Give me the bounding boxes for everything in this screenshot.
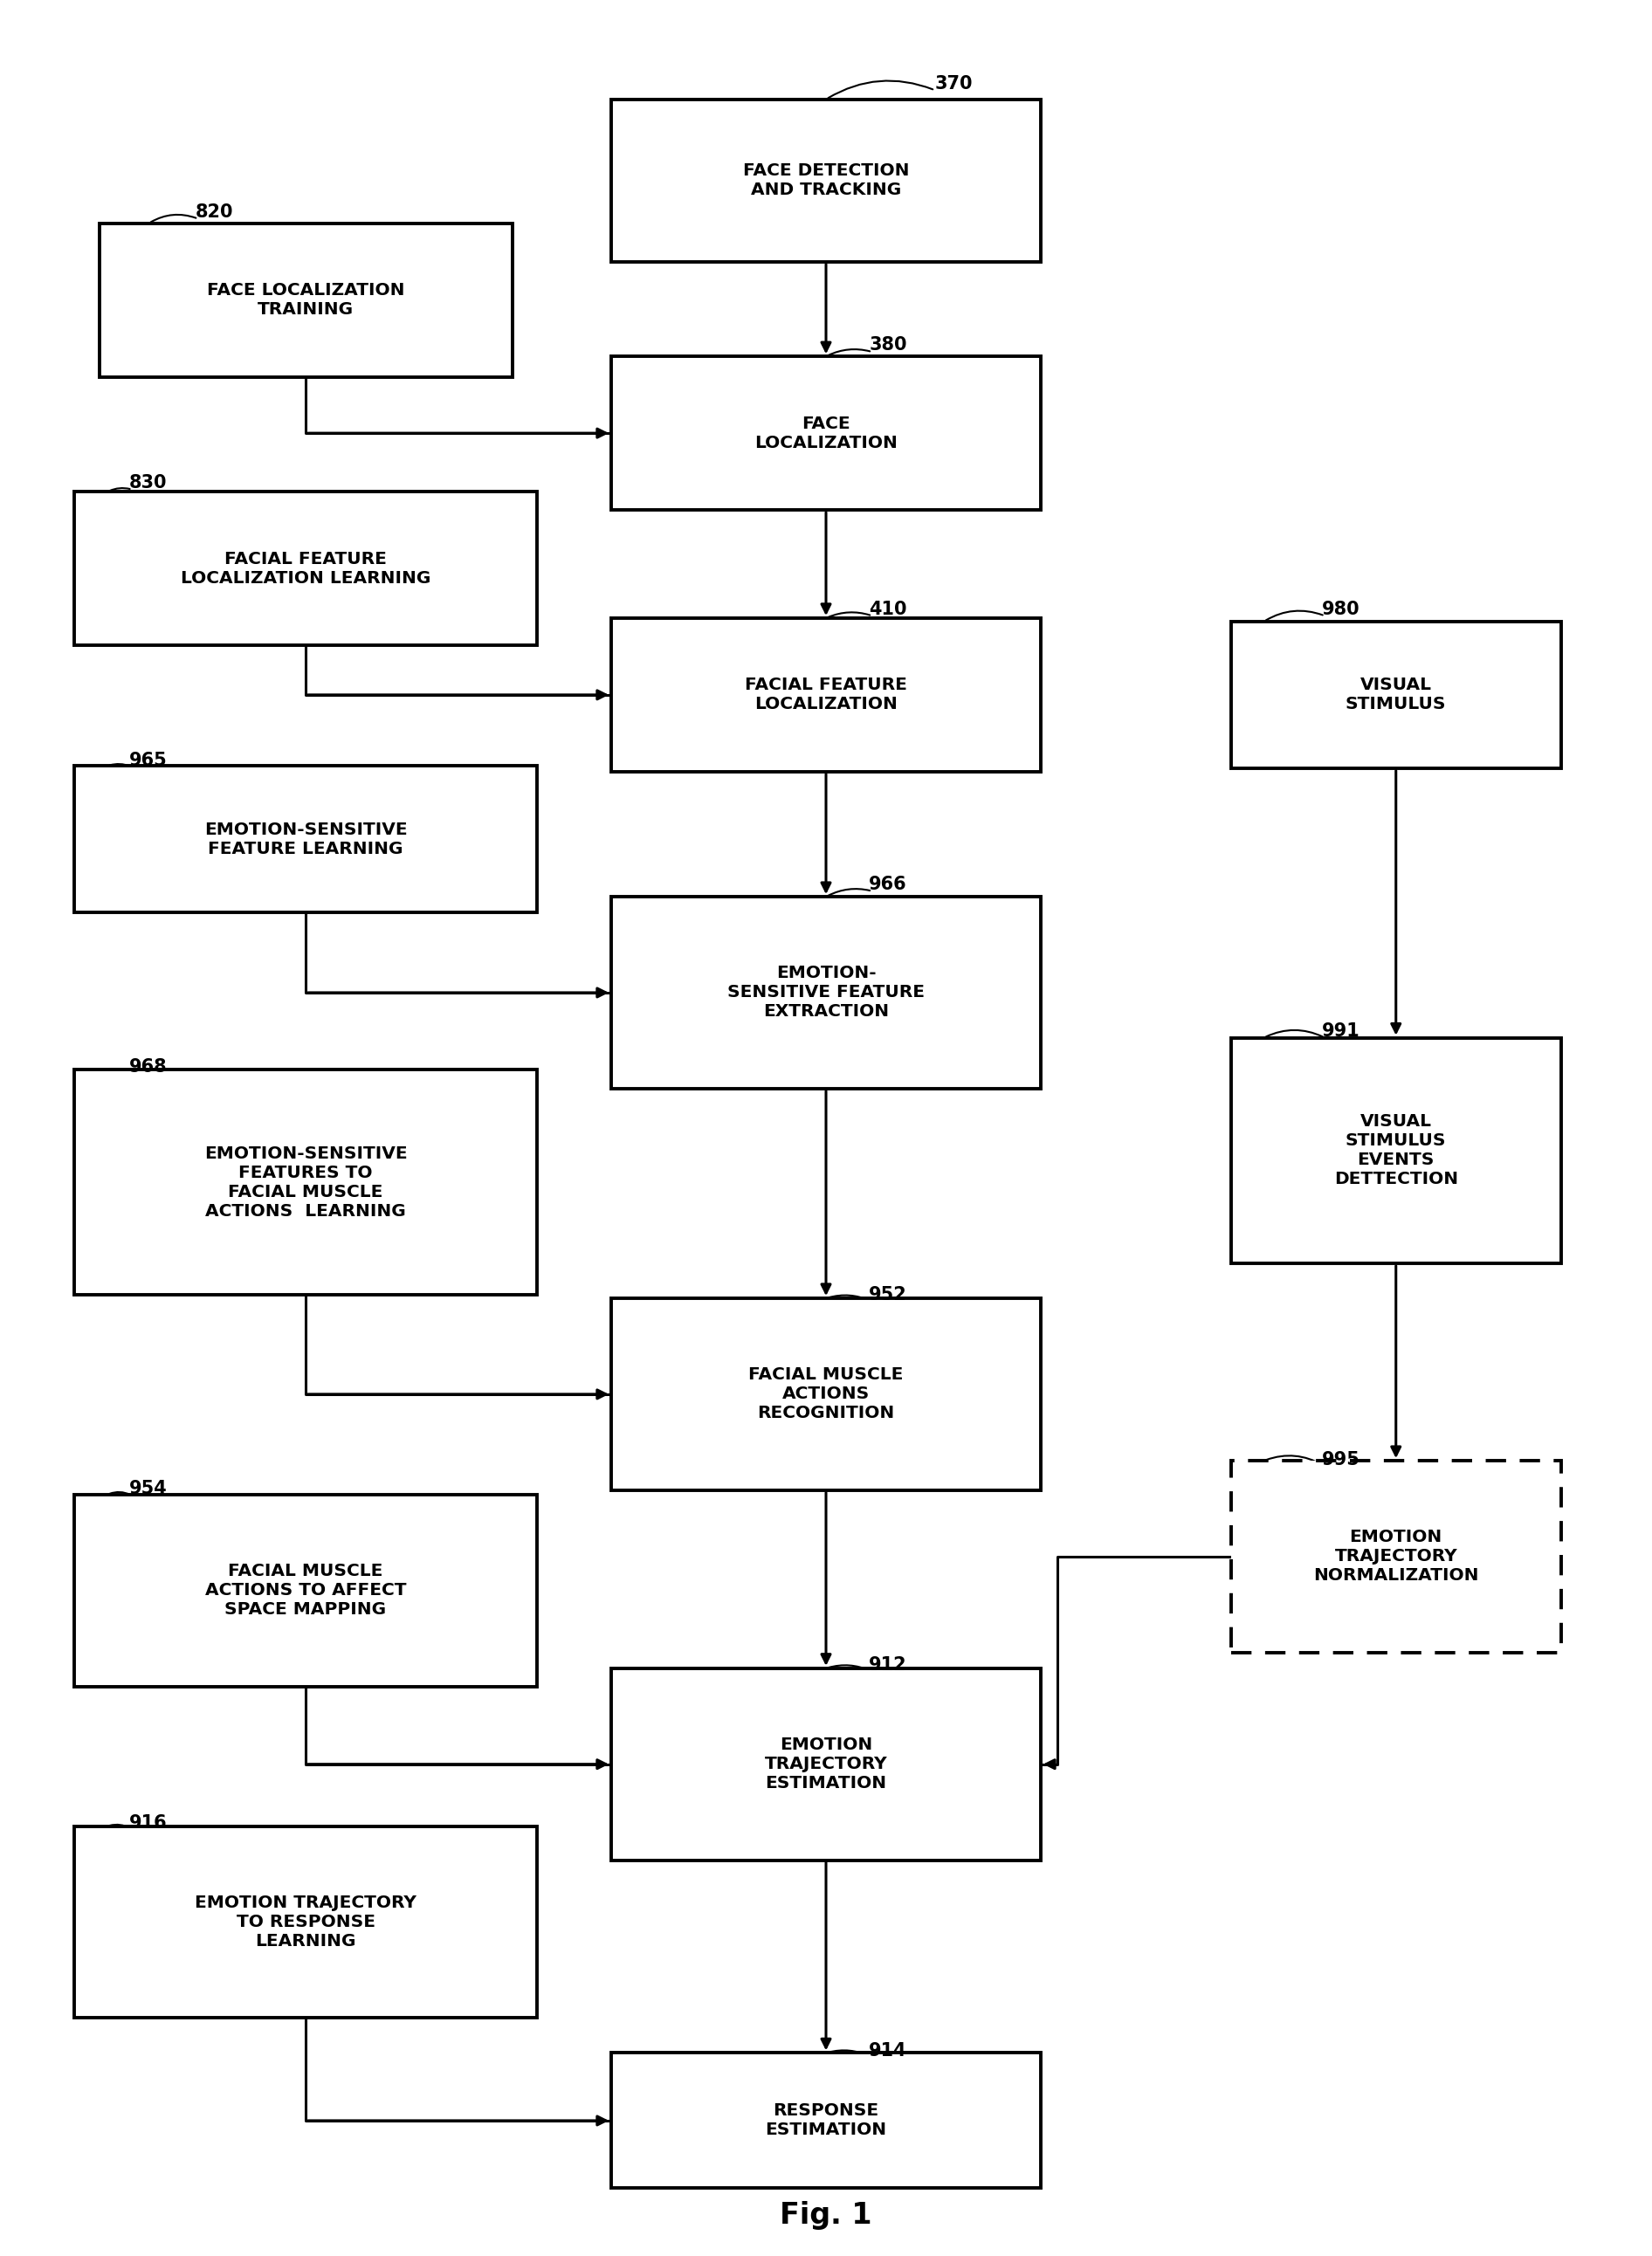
Text: EMOTION-
SENSITIVE FEATURE
EXTRACTION: EMOTION- SENSITIVE FEATURE EXTRACTION [727, 966, 925, 1020]
Text: RESPONSE
ESTIMATION: RESPONSE ESTIMATION [765, 2103, 887, 2139]
Text: 830: 830 [129, 474, 167, 492]
Text: 380: 380 [869, 336, 907, 354]
Text: 991: 991 [1322, 1022, 1360, 1040]
FancyBboxPatch shape [74, 765, 537, 911]
Text: FACIAL FEATURE
LOCALIZATION LEARNING: FACIAL FEATURE LOCALIZATION LEARNING [180, 550, 431, 587]
FancyBboxPatch shape [611, 618, 1041, 772]
Text: 410: 410 [869, 600, 907, 618]
FancyBboxPatch shape [74, 1827, 537, 2017]
Text: 966: 966 [869, 875, 907, 893]
Text: FACE LOCALIZATION
TRAINING: FACE LOCALIZATION TRAINING [206, 282, 405, 318]
Text: EMOTION
TRAJECTORY
ESTIMATION: EMOTION TRAJECTORY ESTIMATION [765, 1737, 887, 1791]
Text: 954: 954 [129, 1480, 167, 1498]
FancyBboxPatch shape [74, 492, 537, 645]
Text: 968: 968 [129, 1058, 167, 1076]
FancyBboxPatch shape [611, 99, 1041, 262]
FancyBboxPatch shape [611, 1667, 1041, 1859]
Text: EMOTION TRAJECTORY
TO RESPONSE
LEARNING: EMOTION TRAJECTORY TO RESPONSE LEARNING [195, 1895, 416, 1949]
Text: FACIAL MUSCLE
ACTIONS
RECOGNITION: FACIAL MUSCLE ACTIONS RECOGNITION [748, 1367, 904, 1421]
FancyBboxPatch shape [99, 223, 512, 377]
Text: Fig. 1: Fig. 1 [780, 2202, 872, 2229]
Text: FACIAL MUSCLE
ACTIONS TO AFFECT
SPACE MAPPING: FACIAL MUSCLE ACTIONS TO AFFECT SPACE MA… [205, 1563, 406, 1618]
Text: 912: 912 [869, 1656, 907, 1674]
Text: 916: 916 [129, 1814, 167, 1832]
FancyBboxPatch shape [1231, 1038, 1561, 1263]
FancyBboxPatch shape [74, 1493, 537, 1687]
Text: EMOTION-SENSITIVE
FEATURES TO
FACIAL MUSCLE
ACTIONS  LEARNING: EMOTION-SENSITIVE FEATURES TO FACIAL MUS… [205, 1146, 406, 1218]
Text: VISUAL
STIMULUS
EVENTS
DETTECTION: VISUAL STIMULUS EVENTS DETTECTION [1333, 1114, 1459, 1187]
Text: 995: 995 [1322, 1451, 1360, 1469]
FancyBboxPatch shape [611, 2053, 1041, 2188]
Text: 820: 820 [195, 203, 233, 221]
FancyBboxPatch shape [611, 896, 1041, 1087]
FancyBboxPatch shape [74, 1069, 537, 1295]
FancyBboxPatch shape [1231, 623, 1561, 767]
FancyBboxPatch shape [611, 1297, 1041, 1489]
Text: FACIAL FEATURE
LOCALIZATION: FACIAL FEATURE LOCALIZATION [745, 677, 907, 713]
Text: 965: 965 [129, 751, 167, 769]
Text: FACE DETECTION
AND TRACKING: FACE DETECTION AND TRACKING [743, 162, 909, 199]
Text: 952: 952 [869, 1286, 907, 1304]
Text: FACE
LOCALIZATION: FACE LOCALIZATION [755, 415, 897, 451]
FancyBboxPatch shape [611, 356, 1041, 510]
Text: EMOTION-SENSITIVE
FEATURE LEARNING: EMOTION-SENSITIVE FEATURE LEARNING [205, 821, 406, 857]
FancyBboxPatch shape [1231, 1462, 1561, 1651]
Text: 980: 980 [1322, 600, 1360, 618]
Text: EMOTION
TRAJECTORY
NORMALIZATION: EMOTION TRAJECTORY NORMALIZATION [1313, 1530, 1479, 1584]
Text: VISUAL
STIMULUS: VISUAL STIMULUS [1345, 677, 1447, 713]
Text: 370: 370 [935, 74, 973, 92]
Text: 914: 914 [869, 2042, 907, 2060]
